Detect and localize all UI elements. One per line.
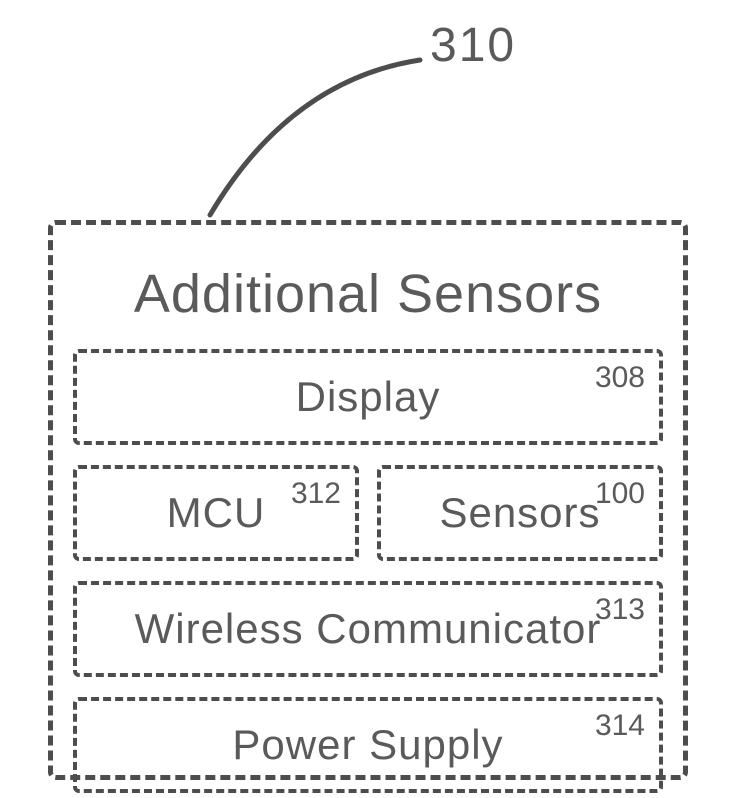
block-label: Wireless Communicator — [135, 605, 602, 653]
diagram-title: Additional Sensors — [73, 263, 663, 325]
block-label: Display — [296, 373, 441, 421]
block-ref: 100 — [595, 477, 645, 511]
block-wireless: Wireless Communicator 313 — [73, 581, 663, 677]
block-ref: 314 — [595, 709, 645, 743]
block-display: Display 308 — [73, 349, 663, 445]
diagram-canvas: 310 Additional Sensors Display 308 MCU 3… — [0, 0, 739, 798]
block-label: Power Supply — [232, 721, 503, 769]
outer-box: Additional Sensors Display 308 MCU 312 S… — [48, 220, 688, 780]
row-4: Power Supply 314 — [73, 697, 663, 793]
row-1: Display 308 — [73, 349, 663, 445]
block-ref: 313 — [595, 593, 645, 627]
block-sensors: Sensors 100 — [377, 465, 663, 561]
block-power: Power Supply 314 — [73, 697, 663, 793]
row-3: Wireless Communicator 313 — [73, 581, 663, 677]
block-mcu: MCU 312 — [73, 465, 359, 561]
row-2: MCU 312 Sensors 100 — [73, 465, 663, 561]
block-ref: 308 — [595, 361, 645, 395]
block-ref: 312 — [291, 477, 341, 511]
block-label: MCU — [167, 489, 266, 537]
callout-curve — [210, 60, 420, 215]
block-label: Sensors — [439, 489, 600, 537]
